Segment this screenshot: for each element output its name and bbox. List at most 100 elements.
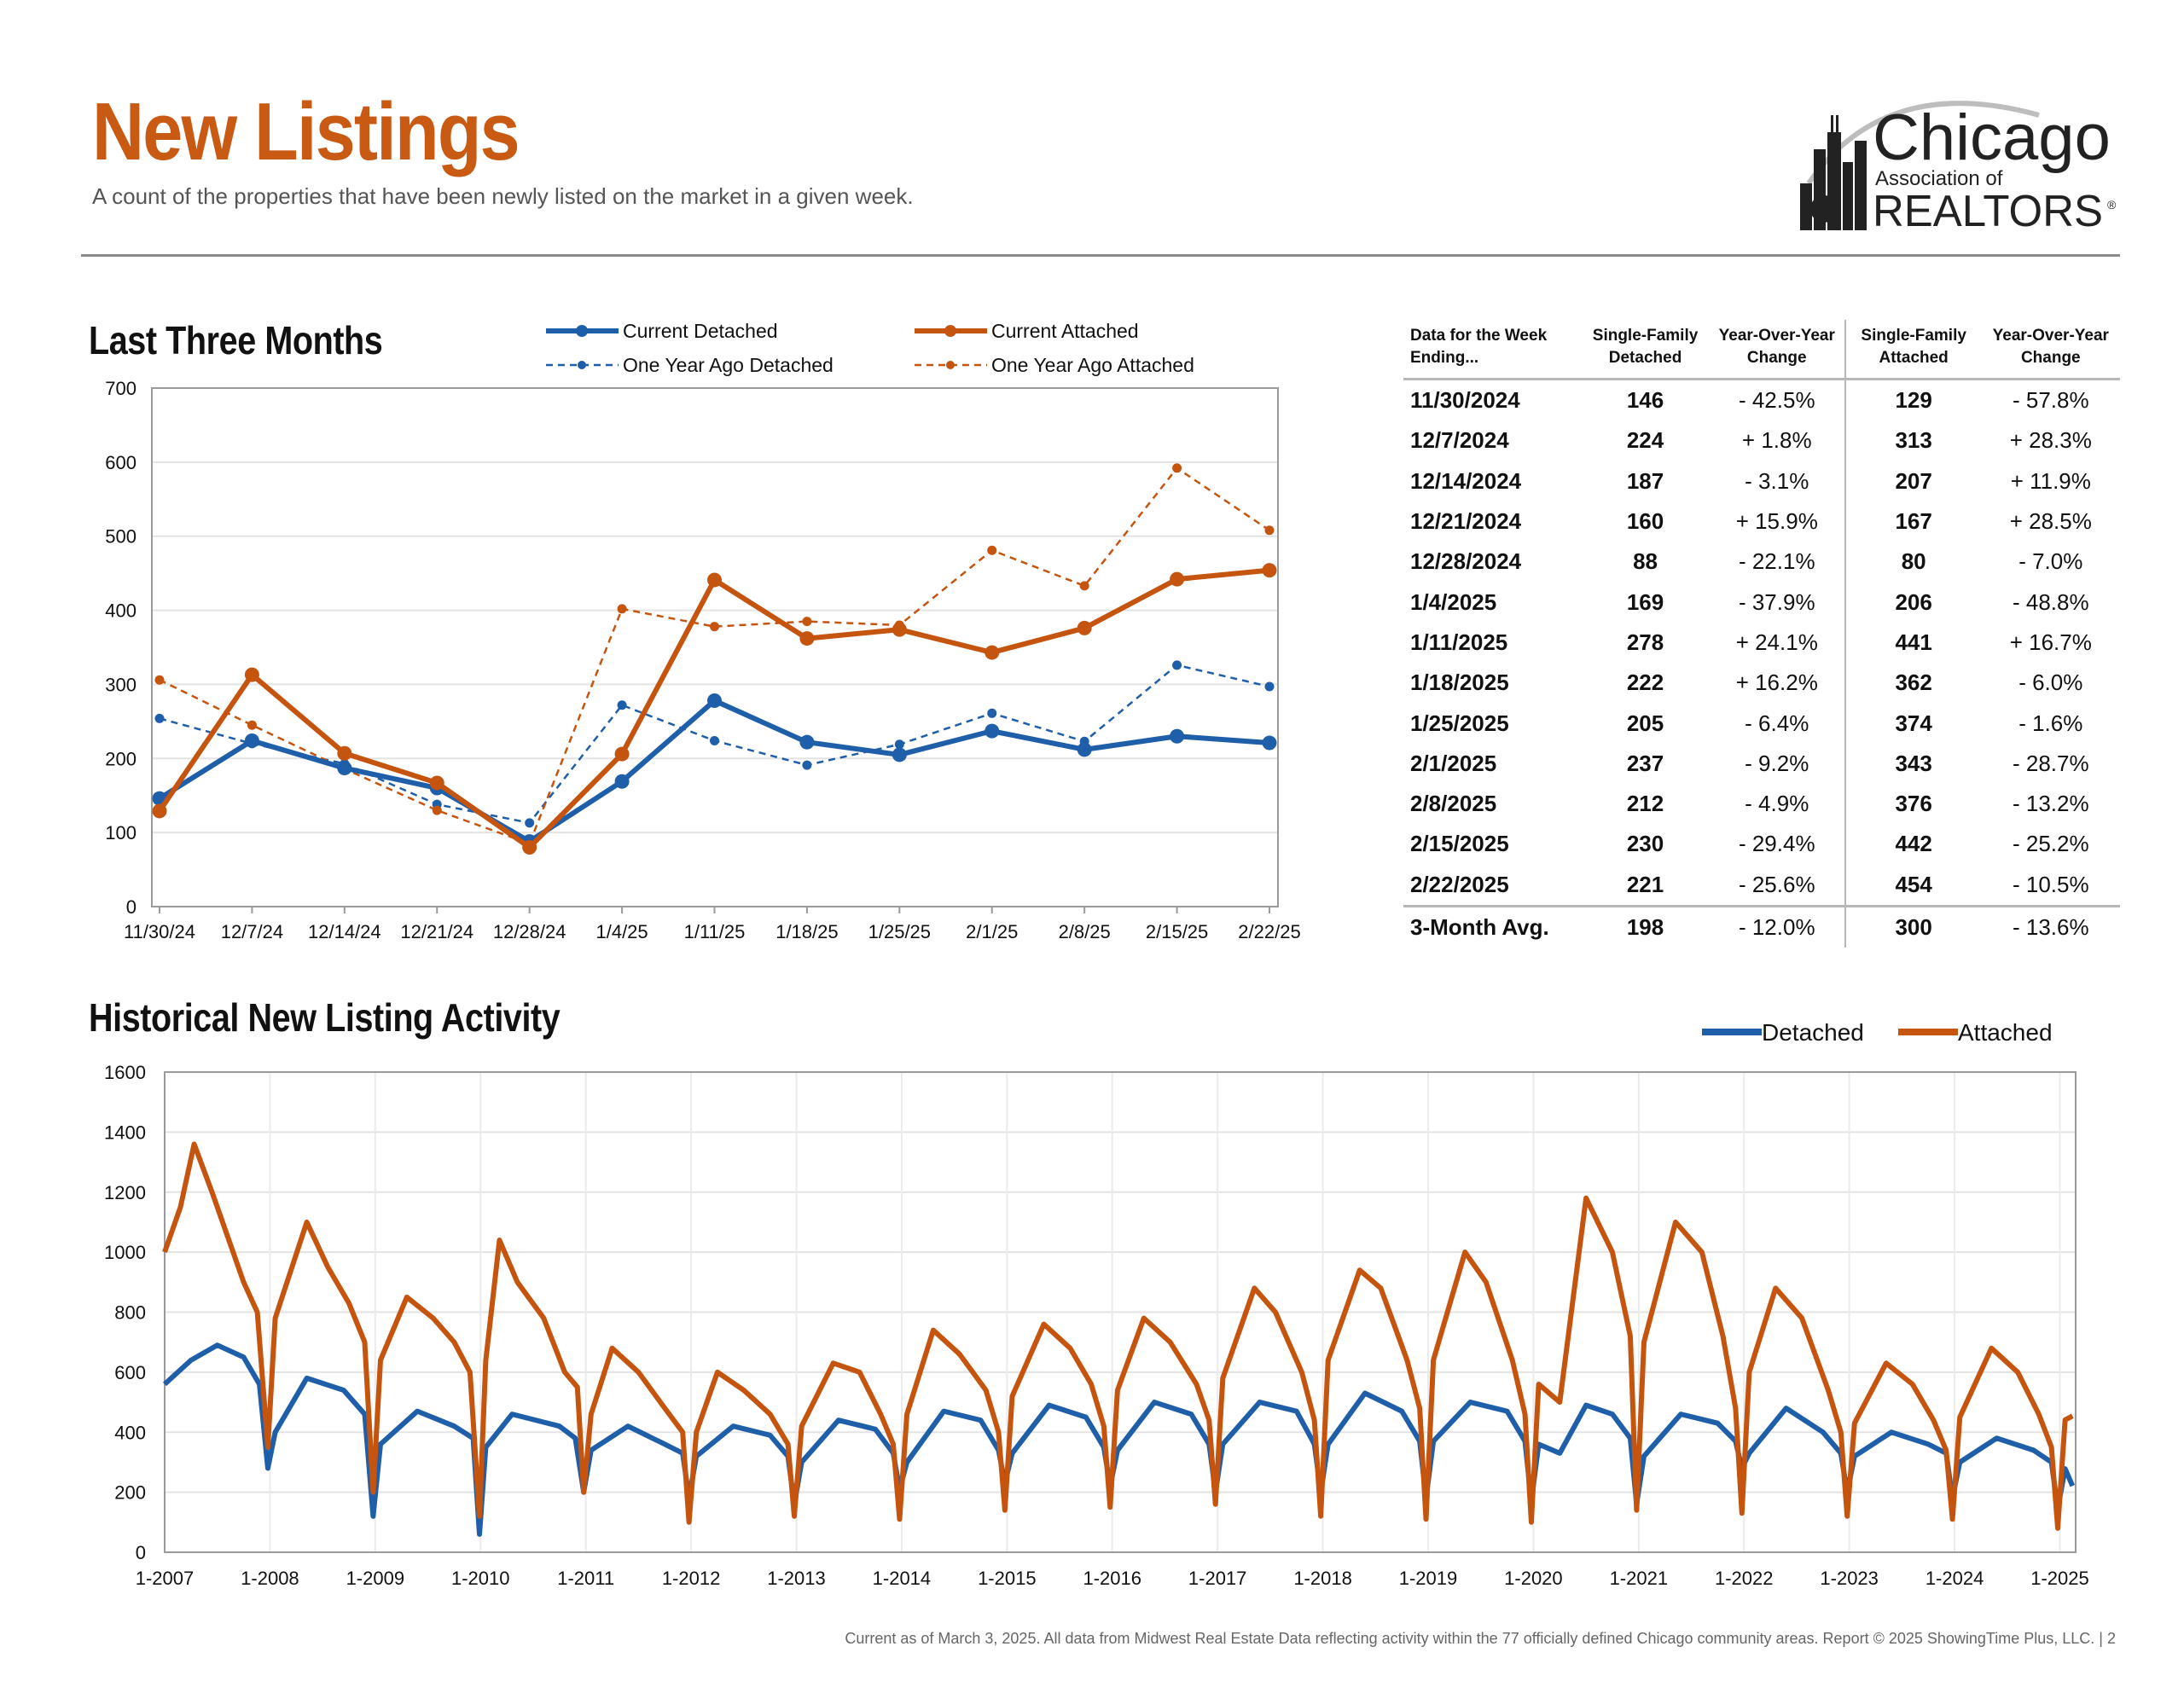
detached-yoy-cell: + 15.9% — [1735, 508, 1818, 535]
week-cell: 2/1/2025 — [1410, 750, 1497, 776]
data-point — [710, 622, 719, 632]
x-tick-label: 1-2010 — [451, 1568, 510, 1586]
x-tick-label: 1-2012 — [662, 1568, 721, 1586]
data-point — [1262, 563, 1277, 578]
header-divider — [81, 254, 2120, 257]
attached-yoy-cell: + 16.7% — [2009, 629, 2092, 655]
footer-note: Current as of March 3, 2025. All data fr… — [845, 1630, 2116, 1647]
y-tick-label: 700 — [105, 378, 136, 399]
logo-line2: Association of — [1875, 167, 2003, 190]
x-tick-label: 12/7/24 — [221, 921, 283, 942]
table-body: 11/30/2024 146 - 42.5% 129 - 57.8% 12/7/2024 2… — [1403, 379, 2120, 948]
plot-frame — [164, 1071, 2077, 1553]
table-header-attached-yoy: Year-Over-Year Change — [1981, 320, 2120, 380]
x-tick-label: 1/25/25 — [868, 921, 931, 942]
data-point — [802, 617, 812, 627]
table-header-row: Data for the Week Ending... Single-Famil… — [1403, 320, 2120, 380]
data-point — [617, 700, 627, 710]
week-cell: 1/18/2025 — [1410, 670, 1509, 696]
legend-label: One Year Ago Attached — [991, 354, 1194, 376]
detached-yoy-cell: - 4.9% — [1745, 791, 1809, 817]
detached-yoy-cell: - 9.2% — [1745, 750, 1809, 776]
attached-yoy-cell: - 57.8% — [2012, 387, 2089, 414]
attached-cell: 376 — [1844, 783, 1982, 825]
y-tick-label: 400 — [105, 600, 136, 622]
attached-yoy-cell: - 48.8% — [2012, 588, 2089, 615]
legend-marker — [576, 325, 588, 337]
x-tick-label: 1/11/25 — [684, 921, 746, 942]
data-point — [802, 760, 812, 770]
last-three-months-title: Last Three Months — [89, 318, 383, 362]
data-point — [1077, 620, 1092, 635]
data-point — [614, 746, 630, 762]
data-point — [1264, 681, 1275, 692]
data-point — [710, 735, 719, 745]
detached-cell: 230 — [1626, 831, 1664, 857]
y-tick-label: 600 — [114, 1362, 146, 1383]
attached-cell: 300 — [1844, 904, 1982, 948]
table-header-detached-yoy: Year-Over-Year Change — [1709, 320, 1845, 380]
x-tick-label: 1-2019 — [1399, 1568, 1458, 1586]
detached-yoy-cell: - 6.4% — [1745, 710, 1809, 736]
detached-yoy-cell: - 25.6% — [1738, 871, 1815, 897]
data-point — [614, 774, 630, 789]
attached-yoy-cell: - 1.6% — [2018, 710, 2083, 736]
x-tick-label: 1-2021 — [1610, 1568, 1669, 1586]
week-cell: 11/30/2024 — [1410, 387, 1520, 414]
data-point — [1170, 728, 1185, 744]
x-tick-label: 1-2015 — [978, 1568, 1037, 1586]
detached-cell: 237 — [1626, 750, 1664, 776]
x-tick-label: 1-2011 — [557, 1568, 614, 1586]
x-tick-label: 12/14/24 — [308, 921, 381, 942]
x-tick-label: 1-2023 — [1820, 1568, 1879, 1586]
logo-registered-mark: ® — [2107, 198, 2117, 212]
data-point — [892, 622, 907, 637]
attached-yoy-cell: + 11.9% — [2010, 467, 2091, 494]
data-point — [1172, 660, 1182, 670]
detached-yoy-cell: + 1.8% — [1741, 427, 1812, 454]
y-tick-label: 600 — [105, 452, 136, 473]
table-row: 12/7/2024 224 + 1.8% 313 + 28.3% — [1403, 420, 2120, 461]
x-tick-label: 11/30/24 — [124, 921, 195, 942]
data-point — [152, 803, 167, 819]
attached-cell: 207 — [1844, 461, 1982, 501]
attached-cell: 206 — [1844, 582, 1982, 623]
detached-yoy-cell: + 24.1% — [1735, 629, 1818, 655]
week-cell: 12/14/2024 — [1410, 467, 1522, 494]
series-line-attached — [162, 1141, 2074, 1531]
attached-cell: 80 — [1844, 542, 1982, 583]
table-row: 11/30/2024 146 - 42.5% 129 - 57.8% — [1403, 379, 2120, 421]
detached-yoy-cell: - 29.4% — [1738, 831, 1815, 857]
x-tick-label: 1-2013 — [767, 1568, 826, 1586]
weekly-data-table: Data for the Week Ending... Single-Famil… — [1403, 320, 2120, 948]
attached-cell: 129 — [1844, 379, 1982, 421]
series-line-0 — [158, 698, 1270, 844]
y-tick-label: 200 — [105, 748, 136, 769]
data-point — [707, 693, 722, 709]
attached-yoy-cell: - 6.0% — [2018, 670, 2083, 696]
logo-line3: REALTORS — [1873, 187, 2103, 236]
data-point — [247, 720, 257, 730]
data-point — [1170, 571, 1185, 587]
week-cell: 1/11/2025 — [1410, 629, 1508, 655]
table-row: 2/8/2025 212 - 4.9% 376 - 13.2% — [1403, 783, 2120, 825]
legend-label: Current Attached — [991, 320, 1139, 342]
attached-cell: 442 — [1844, 824, 1982, 865]
data-point — [1172, 463, 1182, 473]
attached-cell: 454 — [1844, 864, 1982, 907]
data-point — [1077, 742, 1092, 757]
x-tick-label: 2/22/25 — [1238, 921, 1300, 942]
data-point — [1264, 525, 1275, 536]
table-header-detached: Single-Family Detached — [1581, 320, 1710, 380]
week-cell: 2/22/2025 — [1410, 871, 1509, 897]
y-tick-label: 100 — [105, 822, 136, 844]
x-tick-label: 1-2020 — [1504, 1568, 1563, 1586]
detached-cell: 212 — [1626, 791, 1664, 817]
week-cell: 12/7/2024 — [1410, 427, 1509, 454]
attached-yoy-cell: - 13.2% — [2012, 791, 2089, 817]
legend-label: Attached — [1958, 1019, 2053, 1046]
data-point — [1262, 735, 1277, 751]
attached-cell: 362 — [1844, 663, 1982, 704]
table-header-attached: Single-Family Attached — [1844, 320, 1982, 380]
data-point — [244, 667, 259, 682]
